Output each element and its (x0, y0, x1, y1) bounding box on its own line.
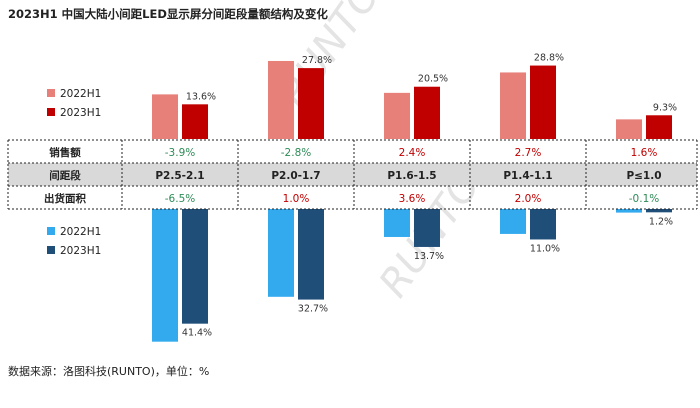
area-value-label: 32.7% (298, 304, 328, 315)
sales-value-label: 28.8% (534, 53, 564, 64)
area-bar-2022h1 (616, 209, 642, 213)
area-change-cell: -6.5% (165, 193, 195, 205)
legend-sales-2023h1-swatch (47, 108, 55, 116)
legend-sales-2022h1-swatch (47, 89, 55, 97)
sales-change-cell: 2.4% (399, 147, 426, 159)
area-bar-2022h1 (268, 209, 294, 297)
sales-change-cell: -2.8% (281, 147, 311, 159)
area-value-label: 11.0% (530, 243, 560, 254)
sales-bar-2023h1 (298, 68, 324, 139)
sales-bar-2023h1 (182, 104, 208, 139)
sales-value-label: 20.5% (418, 74, 448, 85)
area-value-label: 41.4% (182, 328, 212, 339)
area-change-cell: 3.6% (399, 193, 426, 205)
table-header-row-bg (8, 163, 697, 186)
area-value-label: 13.7% (414, 251, 444, 262)
sales-bar-2022h1 (268, 60, 294, 139)
area-bar-2022h1 (500, 209, 526, 234)
category-tick-label: P2.0-1.7 (271, 170, 320, 182)
chart-title: 2023H1 中国大陆小间距LED显示屏分间距段量额结构及变化 (8, 7, 328, 21)
table-row-label: 销售额 (49, 146, 81, 159)
area-bar-2023h1 (298, 209, 324, 300)
source-note: 数据来源：洛图科技(RUNTO)，单位：% (8, 365, 210, 378)
sales-value-label: 27.8% (302, 55, 332, 66)
sales-value-label: 9.3% (653, 102, 677, 113)
area-bar-2022h1 (152, 209, 178, 342)
sales-bar-2022h1 (616, 119, 642, 139)
table-row-label: 出货面积 (44, 192, 86, 205)
area-bar-2023h1 (646, 209, 672, 213)
sales-change-cell: -3.9% (165, 147, 195, 159)
area-bar-2023h1 (182, 209, 208, 324)
area-bar-2023h1 (530, 209, 556, 240)
category-tick-label: P1.6-1.5 (387, 170, 436, 182)
category-tick-label: P2.5-2.1 (155, 170, 204, 182)
area-change-cell: 2.0% (515, 193, 542, 205)
area-bar-2023h1 (414, 209, 440, 247)
sales-bar-2022h1 (500, 72, 526, 139)
area-value-label: 1.2% (649, 216, 673, 227)
sales-change-cell: 1.6% (631, 147, 658, 159)
sales-bar-2023h1 (414, 86, 440, 139)
table-row-label: 间距段 (49, 169, 81, 182)
sales-bar-2022h1 (152, 94, 178, 139)
area-change-cell: 1.0% (283, 193, 310, 205)
area-change-cell: -0.1% (629, 193, 659, 205)
legend-area-2022h1-swatch (47, 227, 55, 235)
area-bar-2022h1 (384, 209, 410, 237)
legend-area-2023h1-swatch (47, 246, 55, 254)
legend-area-2022h1-label: 2022H1 (60, 226, 101, 238)
sales-value-label: 13.6% (186, 91, 216, 102)
legend-sales-2023h1-label: 2023H1 (60, 107, 101, 119)
category-tick-label: P1.4-1.1 (503, 170, 552, 182)
sales-bar-2022h1 (384, 92, 410, 139)
sales-bar-2023h1 (646, 115, 672, 139)
sales-bar-2023h1 (530, 65, 556, 139)
category-tick-label: P≤1.0 (626, 170, 661, 182)
legend-sales-2022h1-label: 2022H1 (60, 88, 101, 100)
legend-area-2023h1-label: 2023H1 (60, 245, 101, 257)
sales-change-cell: 2.7% (515, 147, 542, 159)
